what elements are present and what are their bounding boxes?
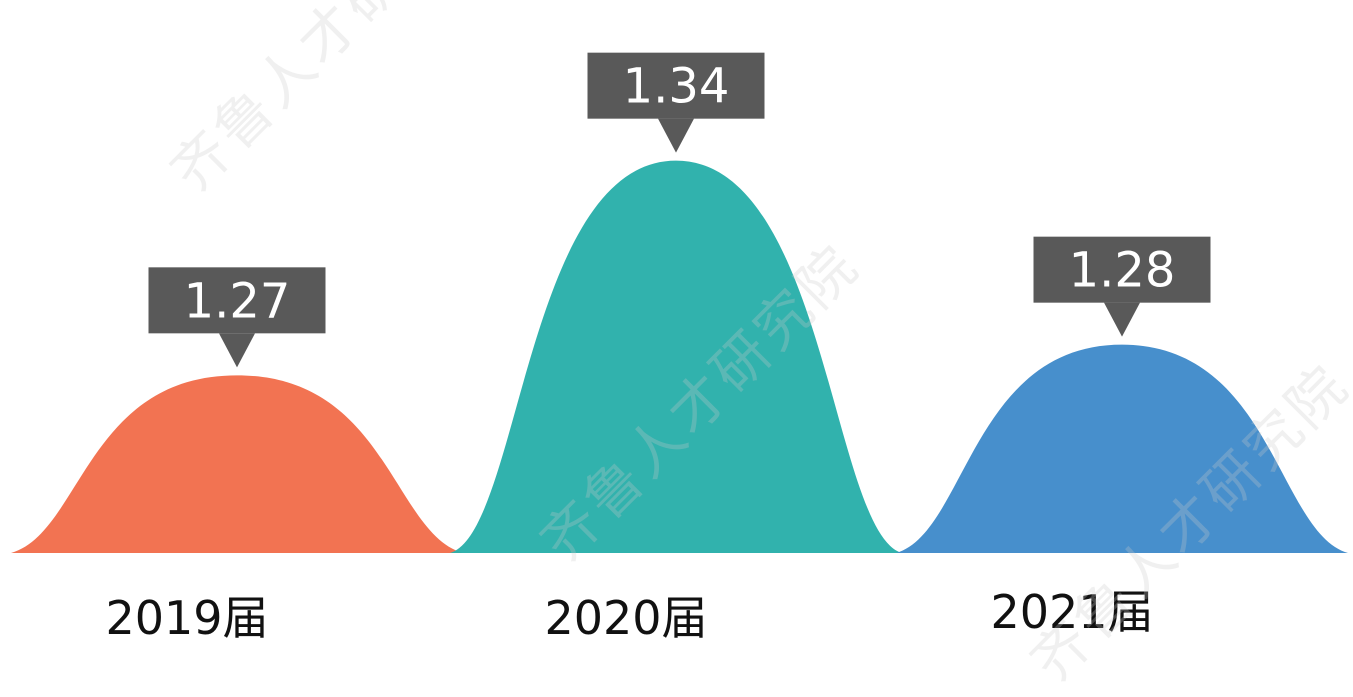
value-label: 1.34 [587, 52, 765, 153]
value-label-box [587, 52, 765, 119]
value-label-pointer [658, 118, 694, 153]
data-labels: 1.27 1.34 1.28 [148, 52, 1211, 368]
value-label-pointer [219, 333, 255, 368]
hump-2021届 [896, 344, 1348, 553]
value-label-text: 1.28 [1069, 243, 1176, 299]
value-label-box [148, 267, 326, 334]
category-label: 2021届 [990, 585, 1153, 639]
value-label-box [1033, 236, 1211, 303]
category-labels: 2019届 2020届 2021届 [105, 585, 1153, 640]
hump-series [11, 160, 1348, 553]
category-label: 2019届 [105, 591, 268, 640]
value-label-pointer [1104, 302, 1140, 337]
value-label: 1.27 [148, 267, 326, 368]
hump-2019届 [11, 375, 463, 553]
value-label-text: 1.27 [184, 273, 291, 329]
chart-svg: 1.27 1.34 1.28 2019届 2020届 2021届 [11, 52, 1348, 640]
value-label: 1.28 [1033, 236, 1211, 337]
hump-2020届 [450, 160, 902, 553]
value-label-text: 1.34 [623, 59, 730, 115]
category-label: 2020届 [544, 591, 707, 640]
